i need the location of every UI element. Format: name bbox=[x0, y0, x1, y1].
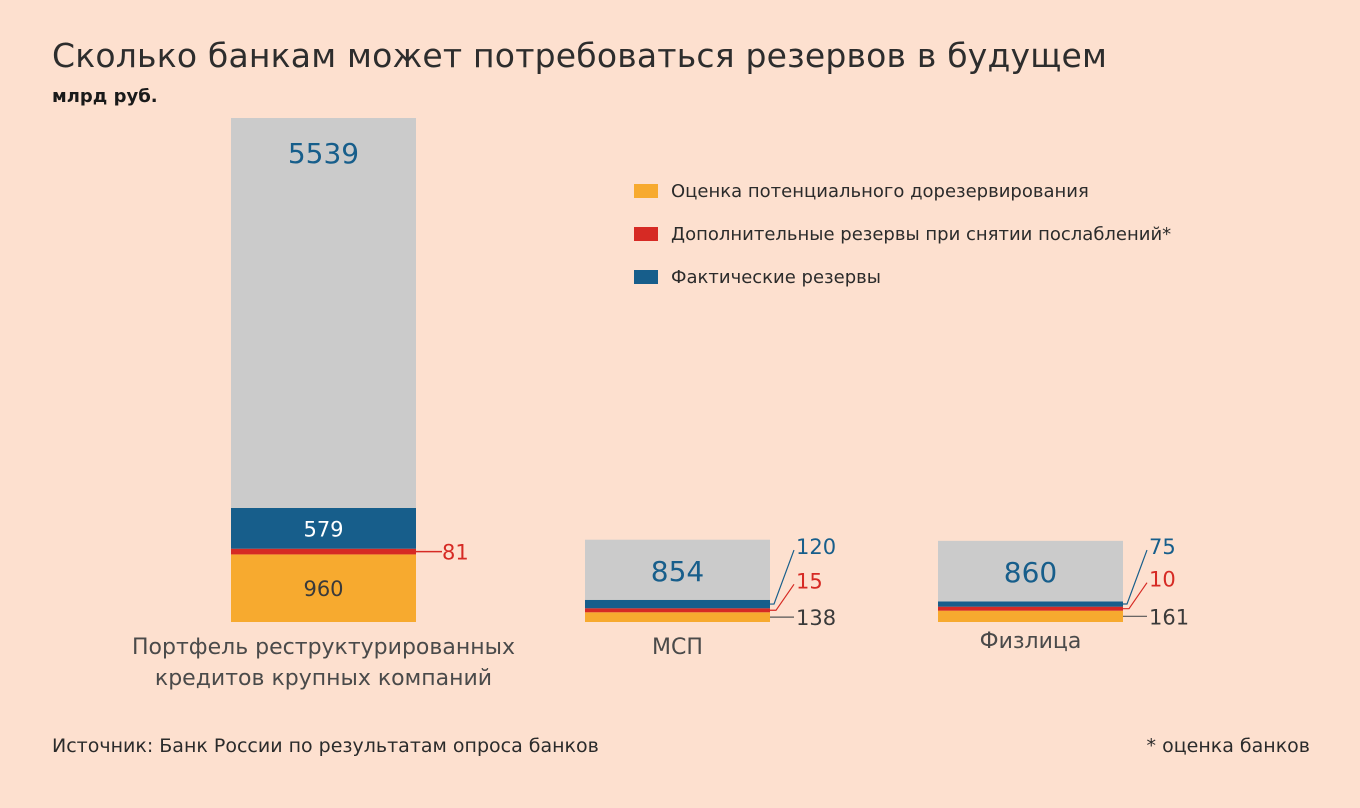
bar-segment-estimate-0 bbox=[231, 554, 416, 622]
category-label-0-line-1: кредитов крупных компаний bbox=[155, 666, 492, 691]
category-label-2-line-0: Физлица bbox=[980, 629, 1082, 654]
bar-segment-portfolio-0 bbox=[231, 118, 416, 508]
leader-line-actual-1 bbox=[770, 549, 795, 605]
leader-line-additional-2 bbox=[1123, 582, 1148, 610]
chart-title: Сколько банкам может потребоваться резер… bbox=[52, 36, 1108, 75]
data-label-portfolio-0: 5539 bbox=[288, 137, 359, 170]
legend-label-actual: Фактические резервы bbox=[671, 266, 881, 288]
data-label-actual-2: 75 bbox=[1149, 535, 1176, 559]
data-label-additional-1: 15 bbox=[796, 569, 823, 593]
category-label-1-line-0: МСП bbox=[652, 635, 703, 660]
bar-segment-actual-1 bbox=[585, 599, 770, 609]
data-label-actual-1: 120 bbox=[796, 535, 836, 559]
data-label-additional-2: 10 bbox=[1149, 568, 1176, 592]
footnote: * оценка банков bbox=[1146, 735, 1310, 757]
bar-segment-additional-2 bbox=[938, 606, 1123, 611]
bar-segment-portfolio-1 bbox=[585, 539, 770, 600]
bar-segment-estimate-1 bbox=[585, 612, 770, 622]
legend-swatch-additional bbox=[634, 227, 658, 241]
legend-item-actual: Фактические резервы bbox=[634, 266, 1171, 288]
data-label-portfolio-2: 860 bbox=[1004, 556, 1057, 589]
legend-swatch-estimate bbox=[634, 184, 658, 198]
legend-swatch-actual bbox=[634, 270, 658, 284]
bar-segment-additional-0 bbox=[231, 548, 416, 555]
chart-unit: млрд руб. bbox=[52, 86, 158, 107]
data-label-portfolio-1: 854 bbox=[651, 555, 704, 588]
bar-segment-portfolio-2 bbox=[938, 540, 1123, 602]
bar-segment-additional-1 bbox=[585, 608, 770, 613]
leader-line-additional-1 bbox=[770, 583, 795, 611]
legend-item-additional: Дополнительные резервы при снятии послаб… bbox=[634, 223, 1171, 245]
data-label-estimate-2: 161 bbox=[1149, 605, 1189, 629]
data-label-estimate-0: 960 bbox=[303, 577, 343, 601]
legend: Оценка потенциального дорезервирования Д… bbox=[634, 180, 1171, 309]
legend-label-additional: Дополнительные резервы при снятии послаб… bbox=[671, 223, 1172, 245]
source-note: Источник: Банк России по результатам опр… bbox=[52, 735, 599, 757]
bar-segment-actual-0 bbox=[231, 507, 416, 549]
data-label-estimate-1: 138 bbox=[796, 606, 836, 630]
legend-label-estimate: Оценка потенциального дорезервирования bbox=[671, 180, 1089, 202]
bar-segment-estimate-2 bbox=[938, 610, 1123, 622]
data-label-actual-0: 579 bbox=[303, 517, 343, 541]
legend-item-estimate: Оценка потенциального дорезервирования bbox=[634, 180, 1171, 202]
leader-line-actual-2 bbox=[1123, 549, 1148, 605]
category-label-0-line-0: Портфель реструктурированных bbox=[132, 635, 515, 660]
data-label-additional-0: 81 bbox=[442, 541, 469, 565]
bar-segment-actual-2 bbox=[938, 601, 1123, 607]
